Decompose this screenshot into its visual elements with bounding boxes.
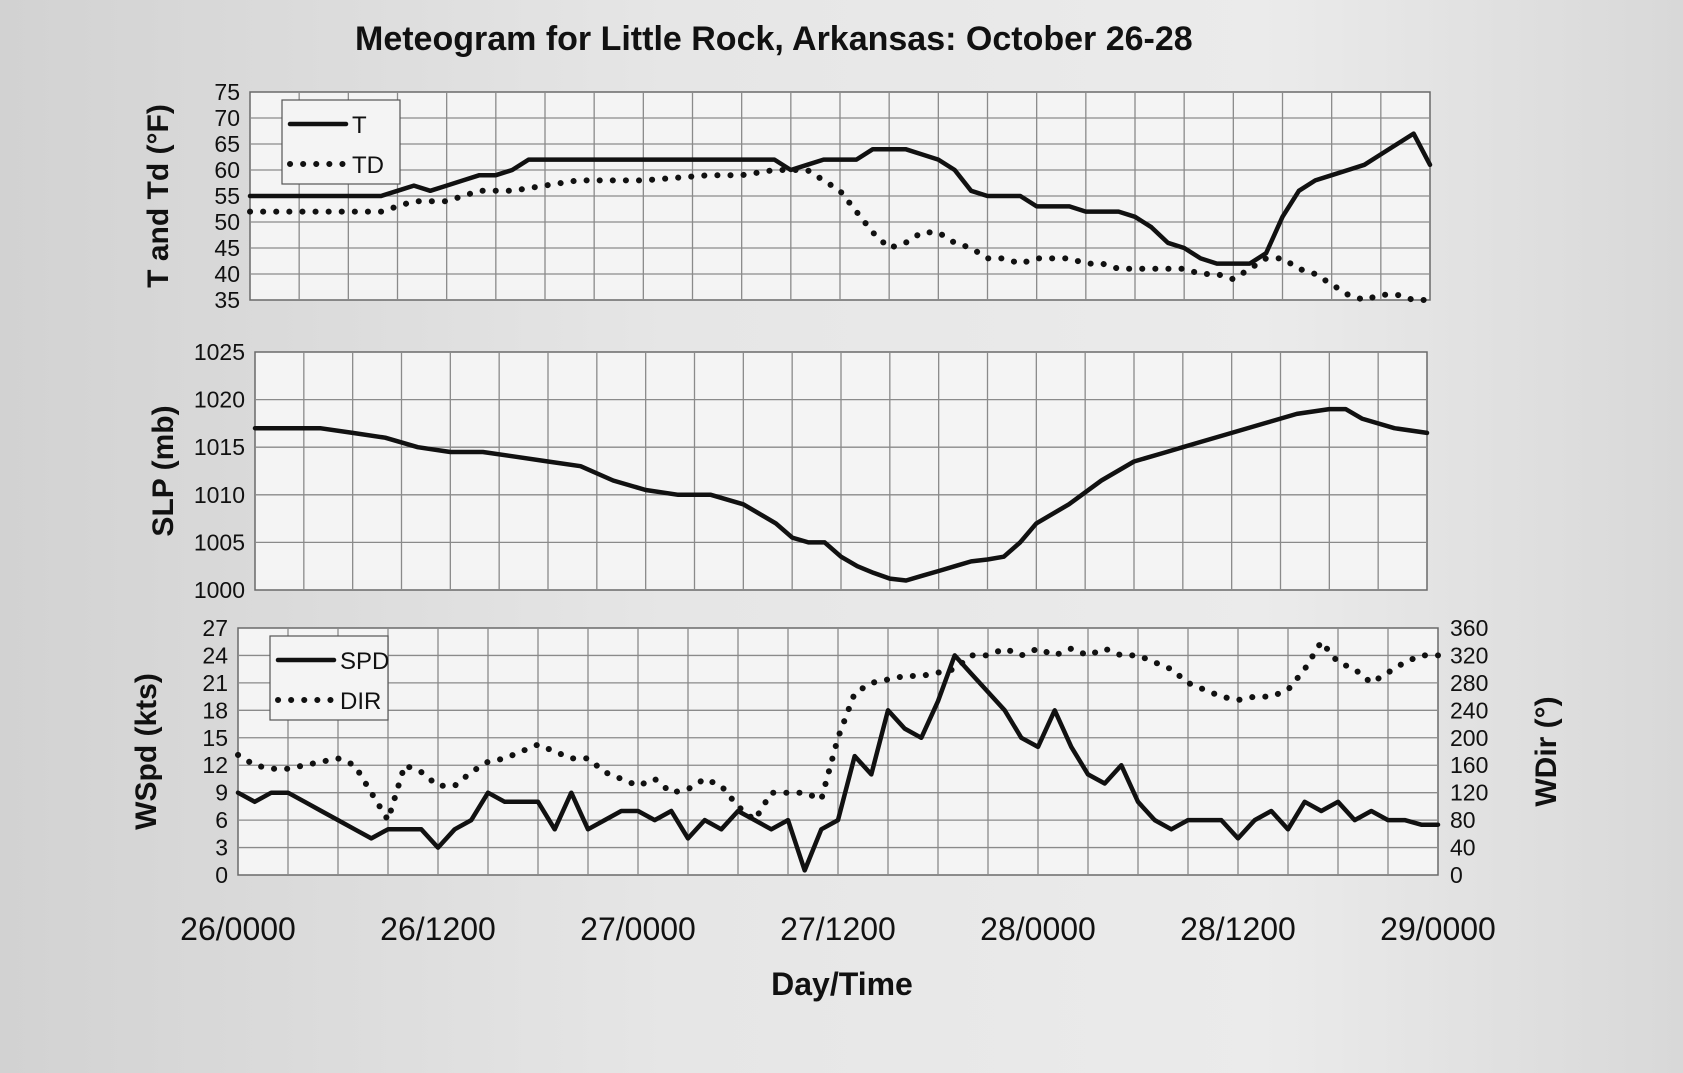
y-tick-label: 1025 — [194, 339, 245, 365]
y-tick-label: 6 — [215, 807, 228, 833]
series-line-dir — [235, 636, 1441, 828]
legend-label-dir: DIR — [340, 688, 381, 715]
x-tick-label: 28/1200 — [1180, 911, 1296, 947]
y-tick-label: 75 — [214, 79, 240, 105]
y-axis-label: WSpd (kts) — [130, 673, 163, 830]
legend-wind: SPD DIR — [269, 635, 389, 721]
y-tick-label: 15 — [202, 725, 228, 751]
series-line-t — [247, 131, 1433, 266]
legend-box — [281, 99, 401, 185]
x-tick-label: 26/1200 — [380, 911, 496, 947]
x-axis: 26/0000 26/1200 27/0000 27/1200 28/0000 28/12… — [180, 911, 1496, 947]
series-line-td — [247, 167, 1433, 304]
y2-tick-label: 320 — [1450, 642, 1488, 668]
y-tick-label: 45 — [214, 235, 240, 261]
y-tick-label: 55 — [214, 183, 240, 209]
y-tick-label: 21 — [202, 670, 228, 696]
y2-axis-label: WDir (°) — [1530, 696, 1563, 806]
y2-tick-label: 240 — [1450, 697, 1488, 723]
x-tick-label: 27/1200 — [780, 911, 896, 947]
y-tick-label: 9 — [215, 780, 228, 806]
y2-tick-label: 200 — [1450, 725, 1488, 751]
series-line-slp — [252, 406, 1430, 583]
y2-tick-label: 0 — [1450, 862, 1463, 888]
y2-tick-label: 160 — [1450, 752, 1488, 778]
legend-label-spd: SPD — [340, 648, 389, 675]
y-axis-label: T and Td (°F) — [142, 104, 175, 288]
x-tick-label: 28/0000 — [980, 911, 1096, 947]
y-tick-label: 1020 — [194, 387, 245, 413]
y-tick-label: 0 — [215, 862, 228, 888]
y-tick-label: 40 — [214, 261, 240, 287]
chart-title: Meteogram for Little Rock, Arkansas: Oct… — [355, 20, 1193, 58]
x-tick-label: 27/0000 — [580, 911, 696, 947]
y2-tick-label: 80 — [1450, 807, 1476, 833]
y-tick-label: 24 — [202, 642, 228, 668]
y-tick-label: 27 — [202, 615, 228, 641]
panel-pressure: 1025 1020 1015 1010 1005 1000 SLP (mb) — [147, 339, 1430, 603]
y-tick-label: 1000 — [194, 577, 245, 603]
y-tick-label: 35 — [214, 287, 240, 313]
y2-tick-label: 280 — [1450, 670, 1488, 696]
y-tick-label: 60 — [214, 157, 240, 183]
y2-tick-label: 120 — [1450, 780, 1488, 806]
x-axis-label: Day/Time — [771, 966, 913, 1002]
legend-label-td: TD — [352, 152, 384, 179]
legend-temperature: T TD — [281, 99, 401, 185]
y-tick-label: 65 — [214, 131, 240, 157]
y-tick-label: 1015 — [194, 434, 245, 460]
y-tick-label: 18 — [202, 697, 228, 723]
y-tick-label: 1010 — [194, 482, 245, 508]
y2-tick-label: 40 — [1450, 835, 1476, 861]
y-axis-label: SLP (mb) — [147, 405, 180, 536]
y-tick-label: 12 — [202, 752, 228, 778]
y-tick-label: 3 — [215, 835, 228, 861]
x-tick-label: 29/0000 — [1380, 911, 1496, 947]
y-tick-label: 50 — [214, 209, 240, 235]
y-tick-label: 70 — [214, 105, 240, 131]
legend-label-t: T — [352, 112, 367, 139]
y2-tick-label: 360 — [1450, 615, 1488, 641]
legend-box — [269, 635, 389, 721]
y-tick-label: 1005 — [194, 529, 245, 555]
series-line-spd — [235, 653, 1441, 873]
x-tick-label: 26/0000 — [180, 911, 296, 947]
